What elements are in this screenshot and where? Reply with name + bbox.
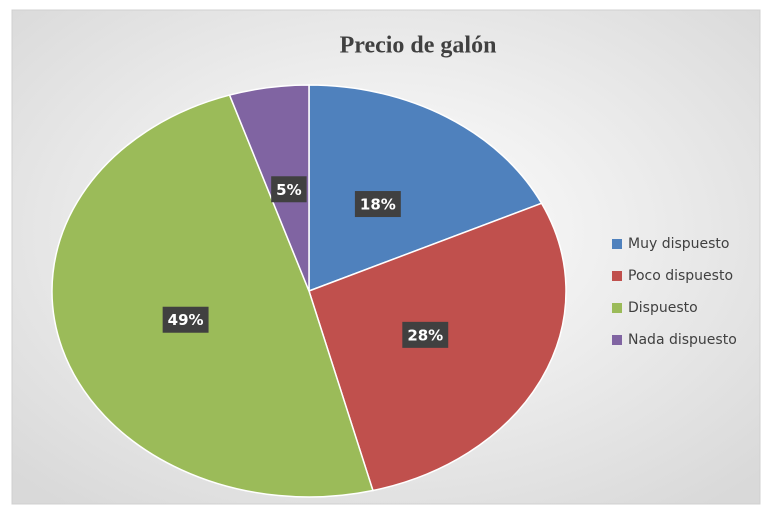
legend-label: Poco dispuesto [628, 268, 733, 284]
pie-slice [308, 84, 543, 293]
data-label-text: 18% [360, 196, 396, 214]
data-label-box [271, 176, 307, 203]
legend-label: Dispuesto [628, 300, 698, 316]
pie-slice [51, 94, 374, 498]
data-label: 18% [354, 191, 401, 218]
legend-label: Nada dispuesto [628, 332, 737, 348]
data-label-box [162, 306, 209, 333]
legend-swatch [612, 335, 622, 345]
data-label: 28% [402, 321, 449, 348]
data-label: 5% [271, 176, 307, 203]
data-label-text: 28% [407, 326, 443, 344]
pie-slice [228, 84, 310, 292]
data-label-text: 5% [276, 181, 301, 199]
legend-label: Muy dispuesto [628, 236, 729, 252]
legend-swatch [612, 271, 622, 281]
data-label-box [354, 191, 401, 218]
chart-title: Precio de galón [340, 33, 497, 59]
legend-swatch [612, 239, 622, 249]
data-label-text: 49% [168, 311, 204, 329]
data-label: 49% [162, 306, 209, 333]
data-label-box [402, 321, 449, 348]
legend-swatch [612, 303, 622, 313]
